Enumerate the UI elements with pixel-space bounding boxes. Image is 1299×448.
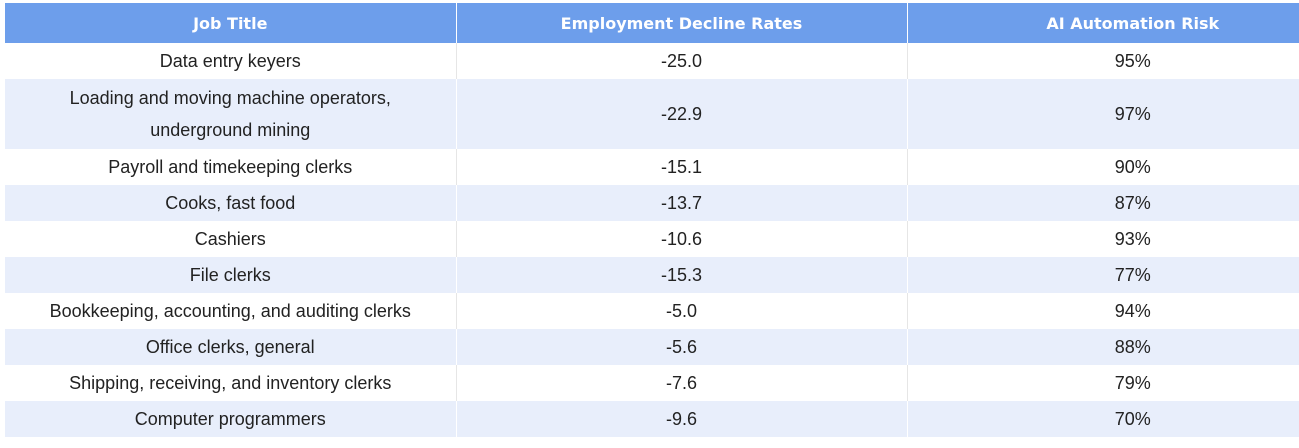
- automation-risk-cell: 79%: [907, 365, 1299, 401]
- automation-risk-cell: 70%: [907, 401, 1299, 437]
- table-row: Computer programmers -9.6 70%: [5, 401, 1299, 437]
- decline-rate-cell: -5.6: [456, 329, 908, 365]
- decline-rate-cell: -9.6: [456, 401, 908, 437]
- decline-rate-cell: -13.7: [456, 185, 908, 221]
- data-table: Job Title Employment Decline Rates AI Au…: [5, 3, 1299, 437]
- table-row: File clerks -15.3 77%: [5, 257, 1299, 293]
- job-title-cell: Payroll and timekeeping clerks: [5, 149, 457, 185]
- decline-rate-cell: -5.0: [456, 293, 908, 329]
- header-ai-automation-risk[interactable]: AI Automation Risk: [907, 3, 1299, 43]
- job-title-cell: Computer programmers: [5, 401, 457, 437]
- decline-rate-cell: -10.6: [456, 221, 908, 257]
- job-title-cell: Office clerks, general: [5, 329, 457, 365]
- table-row: Cashiers -10.6 93%: [5, 221, 1299, 257]
- automation-risk-cell: 88%: [907, 329, 1299, 365]
- decline-rate-cell: -15.1: [456, 149, 908, 185]
- job-title-cell: File clerks: [5, 257, 457, 293]
- table-row: Cooks, fast food -13.7 87%: [5, 185, 1299, 221]
- table-row: Shipping, receiving, and inventory clerk…: [5, 365, 1299, 401]
- job-title-cell: Cooks, fast food: [5, 185, 457, 221]
- job-title-cell: Cashiers: [5, 221, 457, 257]
- header-row: Job Title Employment Decline Rates AI Au…: [5, 3, 1299, 43]
- table-row: Office clerks, general -5.6 88%: [5, 329, 1299, 365]
- decline-rate-cell: -7.6: [456, 365, 908, 401]
- job-title-cell: Shipping, receiving, and inventory clerk…: [5, 365, 457, 401]
- automation-risk-cell: 93%: [907, 221, 1299, 257]
- header-employment-decline-rates[interactable]: Employment Decline Rates: [456, 3, 908, 43]
- header-job-title[interactable]: Job Title: [5, 3, 457, 43]
- decline-rate-cell: -22.9: [456, 79, 908, 149]
- table-row: Bookkeeping, accounting, and auditing cl…: [5, 293, 1299, 329]
- decline-rate-cell: -15.3: [456, 257, 908, 293]
- automation-risk-cell: 90%: [907, 149, 1299, 185]
- automation-risk-cell: 94%: [907, 293, 1299, 329]
- job-title-cell: Bookkeeping, accounting, and auditing cl…: [5, 293, 457, 329]
- automation-risk-cell: 97%: [907, 79, 1299, 149]
- job-title-cell: Data entry keyers: [5, 43, 457, 79]
- automation-risk-cell: 95%: [907, 43, 1299, 79]
- automation-risk-cell: 87%: [907, 185, 1299, 221]
- table-row: Data entry keyers -25.0 95%: [5, 43, 1299, 79]
- decline-rate-cell: -25.0: [456, 43, 908, 79]
- table-row: Loading and moving machine operators, un…: [5, 79, 1299, 149]
- automation-risk-cell: 77%: [907, 257, 1299, 293]
- table-row: Payroll and timekeeping clerks -15.1 90%: [5, 149, 1299, 185]
- job-title-cell: Loading and moving machine operators, un…: [5, 79, 457, 149]
